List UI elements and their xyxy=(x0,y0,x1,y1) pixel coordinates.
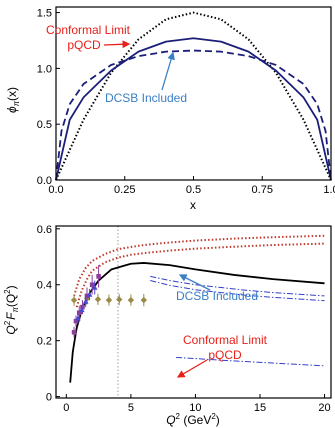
bottom-x-label-q: Q xyxy=(166,413,175,427)
bottom-y-tick-label-1: 0 xyxy=(46,392,52,404)
bottom-series-line-1 xyxy=(69,262,325,383)
bottom-data-point-1-4 xyxy=(105,296,113,304)
bottom-data-point-1-7 xyxy=(140,296,147,304)
bottom-dcsb-arrow xyxy=(178,274,211,291)
bottom-y-label-f-sub: π xyxy=(11,307,20,313)
bottom-y-label-q-sup: 2 xyxy=(3,320,12,325)
bottom-x-label-unit: (GeV xyxy=(180,413,211,427)
bottom-x-tick-label-3: 10 xyxy=(189,402,201,414)
bottom-data-point-2-5 xyxy=(84,293,90,299)
top-y-tick-label-3: 1.0 xyxy=(37,63,52,75)
bottom-x-tick-label-1: 0 xyxy=(63,402,69,414)
bottom-y-tick-label-2: 0.2 xyxy=(37,336,52,348)
top-series-line-1 xyxy=(55,11,332,181)
bottom-data-point-2-3 xyxy=(76,310,82,315)
top-annotation-dcsb: DCSB Included xyxy=(105,91,187,105)
bottom-data-point-1-1 xyxy=(70,296,78,304)
top-tick-layer: 0.0 0.25 0.5 0.75 1.0 0.0 0.5 1.0 1.5 xyxy=(37,8,335,196)
top-series-line-3 xyxy=(55,49,332,181)
top-x-tick-label-3: 0.5 xyxy=(186,184,201,196)
top-x-tick-label-2: 0.25 xyxy=(114,184,135,196)
top-x-tick-label-4: 0.75 xyxy=(252,184,273,196)
bottom-plot-frame xyxy=(55,225,332,399)
bottom-series-line-4 xyxy=(150,275,325,297)
bottom-y-tick-label-3: 0.4 xyxy=(37,280,52,292)
bottom-x-label-unit-sup: 2 xyxy=(211,412,216,421)
bottom-data-point-3-1 xyxy=(75,315,81,321)
top-panel: 0.0 0.25 0.5 0.75 1.0 0.0 0.5 1.0 1.5 x ϕπ(x) Co… xyxy=(5,6,335,212)
top-y-label-sub: π xyxy=(12,100,21,106)
bottom-tick-layer: 0 5 10 15 20 0 0.2 0.4 0.6 xyxy=(37,224,331,414)
bottom-y-label-arg: (Q xyxy=(4,294,18,307)
bottom-data-point-3-3 xyxy=(82,298,89,304)
top-annotation-pqcd: pQCD xyxy=(67,38,101,52)
bottom-series-layer xyxy=(69,226,325,398)
bottom-data-point-2-4 xyxy=(80,304,85,310)
bottom-data-point-2-7 xyxy=(96,274,101,279)
bottom-x-label-unit-close: ) xyxy=(216,413,220,427)
bottom-data-point-1-5 xyxy=(116,296,123,303)
bottom-series-line-6 xyxy=(176,356,325,367)
top-dcsb-arrow xyxy=(161,51,175,91)
top-x-tick-label-5: 1.0 xyxy=(323,184,335,196)
bottom-x-axis-label: Q2 (GeV2) xyxy=(166,412,220,427)
bottom-series-line-3 xyxy=(75,242,325,308)
top-y-label-args: (x) xyxy=(5,87,19,101)
bottom-data-point-2-1 xyxy=(71,329,77,335)
bottom-data-point-2-6 xyxy=(89,282,95,288)
bottom-data-point-3-2 xyxy=(79,306,85,313)
top-y-tick-label-4: 1.5 xyxy=(37,8,52,20)
top-series-line-2 xyxy=(55,37,332,181)
top-series-layer xyxy=(55,11,332,181)
top-x-tick-label-1: 0.0 xyxy=(48,184,63,196)
top-annotation-conformal-limit: Conformal Limit xyxy=(46,23,131,37)
top-x-axis-label: x xyxy=(190,198,196,212)
top-y-tick-label-2: 0.5 xyxy=(37,119,52,131)
bottom-data-point-3-4 xyxy=(86,291,93,297)
bottom-data-point-2-2 xyxy=(73,318,79,324)
bottom-x-tick-label-4: 15 xyxy=(254,402,266,414)
bottom-annotation-pqcd: pQCD xyxy=(208,348,242,362)
top-y-tick-label-1: 0.0 xyxy=(37,175,52,187)
bottom-data-point-1-6 xyxy=(127,296,135,304)
top-pqcd-arrow xyxy=(103,40,131,49)
bottom-y-label-arg-close: ) xyxy=(4,285,18,289)
bottom-x-tick-label-5: 20 xyxy=(318,402,330,414)
bottom-annotation-dcsb: DCSB Included xyxy=(176,289,258,303)
bottom-data-point-3-5 xyxy=(91,284,98,290)
bottom-data-point-1-3 xyxy=(94,296,102,303)
bottom-series-line-5 xyxy=(150,280,325,302)
bottom-x-label-q-sup: 2 xyxy=(176,412,181,421)
bottom-annotation-conformal-limit: Conformal Limit xyxy=(183,333,268,347)
bottom-y-label-q: Q xyxy=(4,325,18,334)
bottom-x-tick-label-2: 5 xyxy=(128,402,134,414)
top-y-label-phi: ϕ xyxy=(5,106,19,113)
bottom-y-tick-label-4: 0.6 xyxy=(37,224,52,236)
top-y-axis-label: ϕπ(x) xyxy=(5,87,21,113)
bottom-pqcd-arrow xyxy=(176,359,208,378)
bottom-series-line-2 xyxy=(73,234,325,297)
bottom-y-axis-label: Q2Fπ(Q2) xyxy=(3,285,20,334)
bottom-y-label-f: F xyxy=(4,312,18,320)
bottom-y-label-arg-sup: 2 xyxy=(3,289,12,294)
